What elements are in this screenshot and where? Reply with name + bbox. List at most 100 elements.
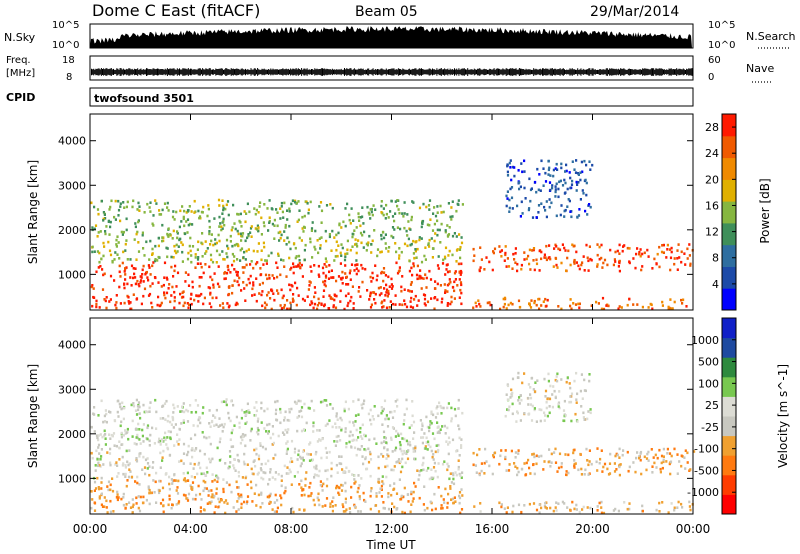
data-cell — [263, 427, 266, 430]
data-cell — [673, 262, 676, 266]
data-cell — [570, 307, 573, 311]
data-cell — [483, 472, 486, 475]
data-cell — [511, 412, 514, 416]
data-cell — [606, 467, 609, 471]
data-cell — [602, 261, 605, 265]
data-cell — [236, 453, 239, 457]
data-cell — [403, 201, 406, 204]
data-cell — [210, 305, 213, 309]
data-cell — [360, 241, 363, 245]
data-cell — [345, 466, 348, 470]
data-cell — [446, 270, 450, 274]
data-cell — [285, 275, 288, 278]
data-cell — [125, 431, 128, 435]
data-cell — [532, 259, 535, 262]
data-cell — [123, 206, 126, 209]
data-cell — [309, 441, 312, 444]
data-cell — [119, 302, 122, 305]
data-cell — [93, 509, 97, 512]
data-cell — [136, 279, 139, 283]
data-cell — [359, 435, 363, 438]
data-cell — [319, 244, 322, 247]
data-cell — [255, 277, 258, 280]
data-cell — [242, 281, 245, 284]
data-cell — [667, 511, 670, 514]
data-cell — [173, 306, 176, 310]
data-cell — [455, 235, 458, 238]
data-cell — [443, 460, 446, 463]
data-cell — [110, 433, 113, 437]
data-cell — [125, 266, 128, 269]
data-cell — [126, 479, 129, 482]
data-cell — [284, 486, 287, 489]
data-cell — [578, 302, 581, 306]
data-cell — [478, 473, 481, 477]
data-cell — [269, 297, 272, 300]
data-cell — [537, 188, 540, 192]
data-cell — [584, 209, 587, 213]
data-cell — [393, 228, 396, 231]
data-cell — [308, 443, 311, 446]
data-cell — [115, 238, 118, 242]
data-cell — [344, 224, 347, 228]
data-cell — [304, 243, 307, 247]
data-cell — [149, 273, 152, 276]
data-cell — [177, 501, 180, 505]
data-cell — [212, 286, 215, 289]
data-cell — [508, 405, 511, 409]
data-cell — [193, 211, 196, 214]
data-cell — [529, 386, 532, 389]
data-cell — [325, 260, 328, 263]
data-cell — [358, 484, 361, 487]
data-cell — [243, 266, 246, 269]
data-cell — [449, 302, 452, 306]
data-cell — [491, 268, 494, 272]
data-cell — [636, 247, 639, 250]
data-cell — [658, 510, 661, 513]
data-cell — [306, 295, 309, 298]
data-cell — [118, 440, 121, 443]
data-cell — [355, 438, 358, 442]
data-cell — [554, 461, 558, 464]
data-cell — [538, 408, 541, 411]
data-cell — [535, 262, 539, 266]
data-cell — [503, 507, 506, 510]
data-cell — [364, 456, 367, 459]
data-cell — [560, 261, 563, 265]
data-cell — [534, 381, 537, 384]
data-cell — [598, 245, 601, 249]
data-cell — [582, 416, 585, 419]
data-cell — [266, 407, 269, 411]
data-cell — [643, 251, 646, 255]
data-cell — [551, 184, 554, 187]
data-cell — [582, 411, 585, 415]
data-cell — [186, 453, 189, 457]
data-cell — [297, 414, 301, 418]
data-cell — [193, 476, 196, 479]
data-cell — [178, 301, 181, 305]
data-cell — [187, 273, 190, 276]
data-cell — [260, 249, 263, 252]
data-cell — [557, 466, 561, 470]
data-cell — [394, 212, 397, 215]
data-cell — [396, 226, 399, 229]
data-cell — [180, 422, 183, 425]
data-cell — [460, 262, 463, 266]
data-cell — [545, 507, 548, 510]
data-cell — [269, 468, 272, 471]
data-cell — [360, 263, 363, 267]
data-cell — [409, 510, 412, 514]
data-cell — [527, 403, 530, 406]
data-cell — [517, 299, 521, 303]
data-cell — [529, 472, 532, 475]
data-cell — [240, 225, 243, 228]
data-cell — [601, 296, 605, 300]
data-cell — [452, 473, 455, 477]
data-cell — [382, 305, 385, 308]
data-cell — [516, 411, 519, 415]
data-cell — [171, 417, 175, 420]
data-cell — [203, 508, 206, 512]
data-cell — [176, 492, 180, 495]
data-cell — [383, 507, 386, 510]
